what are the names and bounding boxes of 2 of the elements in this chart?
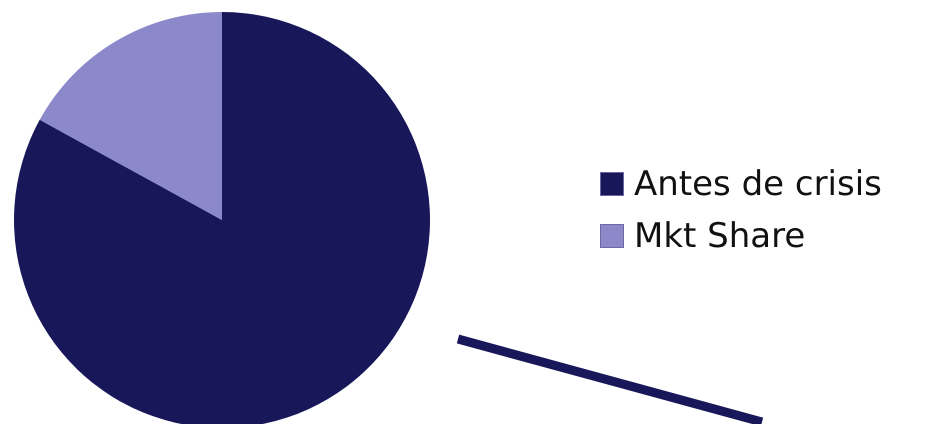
legend-label: Antes de crisis [634, 164, 882, 204]
legend-label: Mkt Share [634, 216, 806, 256]
